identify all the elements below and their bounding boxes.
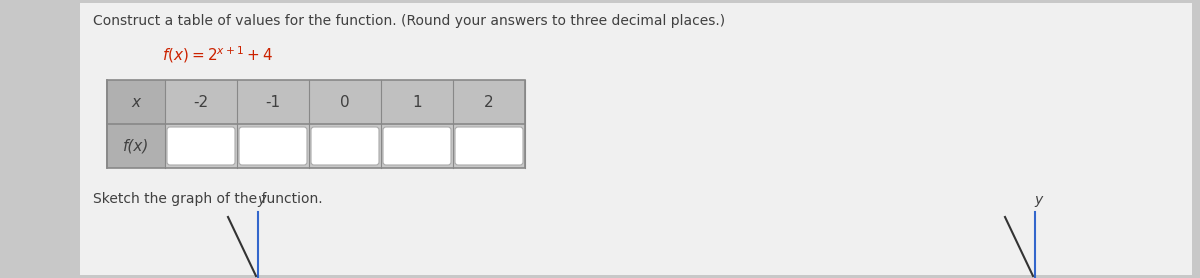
Bar — [166, 80, 238, 124]
FancyBboxPatch shape — [455, 127, 523, 165]
Text: 1: 1 — [412, 95, 422, 110]
Bar — [310, 124, 382, 168]
Bar — [238, 80, 310, 124]
Bar — [238, 124, 310, 168]
Bar — [107, 80, 166, 124]
Text: y: y — [1034, 193, 1042, 207]
FancyBboxPatch shape — [311, 127, 379, 165]
Text: f(x): f(x) — [122, 138, 149, 153]
FancyBboxPatch shape — [167, 127, 235, 165]
Text: x: x — [132, 95, 140, 110]
Text: y: y — [257, 193, 265, 207]
Bar — [310, 80, 382, 124]
Text: -2: -2 — [193, 95, 209, 110]
FancyBboxPatch shape — [383, 127, 451, 165]
Bar — [454, 124, 526, 168]
Text: Sketch the graph of the function.: Sketch the graph of the function. — [94, 192, 323, 206]
Bar — [454, 80, 526, 124]
Text: $f(x) = 2^{x+1} + 4$: $f(x) = 2^{x+1} + 4$ — [162, 44, 274, 65]
Bar — [107, 124, 166, 168]
Bar — [382, 80, 454, 124]
Bar — [382, 124, 454, 168]
FancyBboxPatch shape — [239, 127, 307, 165]
Bar — [107, 80, 526, 168]
Text: Construct a table of values for the function. (Round your answers to three decim: Construct a table of values for the func… — [94, 14, 725, 28]
Text: -1: -1 — [265, 95, 281, 110]
Bar — [166, 124, 238, 168]
Text: 2: 2 — [484, 95, 494, 110]
Text: 0: 0 — [340, 95, 350, 110]
